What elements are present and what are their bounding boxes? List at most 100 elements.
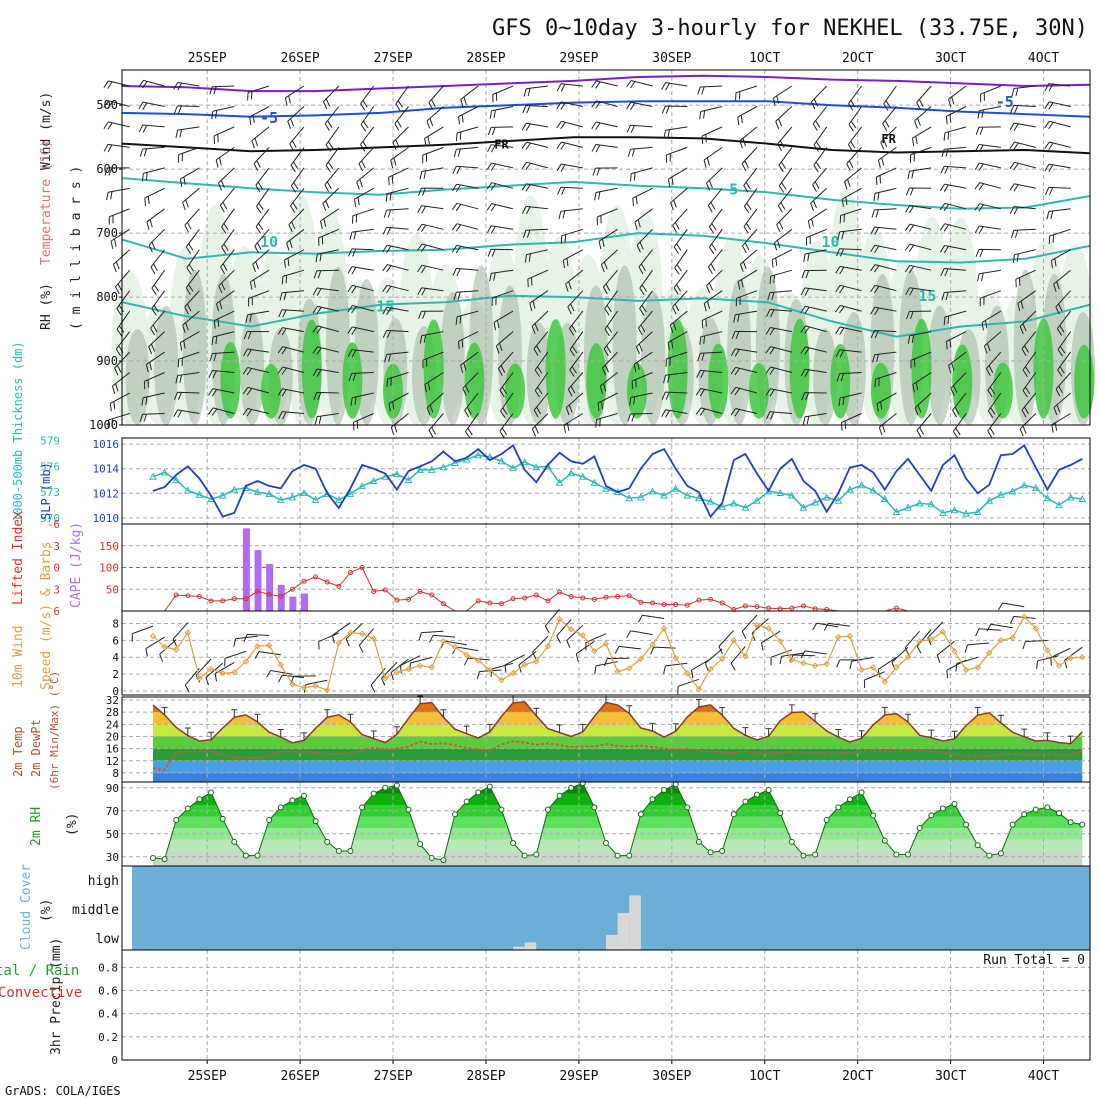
wind-marker-44 (660, 625, 668, 632)
thickness-marker-18 (358, 482, 366, 490)
upper-wind-barb-226 (557, 186, 583, 195)
wind-marker-38 (591, 648, 598, 655)
wind-marker-27 (463, 651, 470, 658)
rh-marker-45 (672, 781, 679, 788)
upper-wind-barb-29 (148, 331, 165, 355)
upper-wind-barb-57 (221, 208, 235, 234)
upper-wind-barb-48 (175, 372, 200, 384)
upper-wind-barb-148 (382, 329, 409, 339)
wind-ytick-2: 4 (112, 651, 119, 664)
upper-wind-barb-54 (215, 146, 235, 168)
upper-wind-barb-289 (697, 85, 723, 95)
upper-wind-barb-290 (699, 106, 723, 120)
upper-wind-barb-159 (417, 205, 444, 214)
upper-wind-barb-362 (841, 187, 862, 207)
upper-wind-barb-211 (522, 228, 548, 238)
upper-wind-barb-420 (945, 331, 967, 350)
upper-wind-barb-449 (1010, 228, 1036, 239)
rh-shade-green-3 (342, 342, 363, 419)
wind-barb-12 (266, 670, 293, 678)
upper-wind-barb-100 (277, 388, 305, 397)
rh-marker-46 (684, 804, 691, 811)
upper-wind-barb-402 (906, 310, 932, 320)
upper-wind-barb-359 (847, 126, 862, 152)
upper-wind-barb-194 (486, 225, 514, 234)
wind-barb-73 (975, 628, 1001, 637)
rh-marker-70 (963, 821, 970, 828)
rh-marker-79 (1067, 819, 1074, 826)
upper-wind-barb-86 (287, 106, 305, 129)
wind-barb-66 (904, 630, 920, 656)
upper-wind-barb-4 (104, 167, 130, 176)
rh-shade-green-14 (789, 318, 810, 419)
thickness-marker-16 (334, 495, 343, 503)
rh-marker-63 (881, 837, 888, 844)
upper-day-label-6: 1OCT (749, 51, 780, 66)
wind-marker-17 (347, 629, 354, 636)
upper-wind-barb-173 (453, 146, 479, 158)
upper-wind-barb-146 (382, 284, 409, 294)
wind-barb-25 (418, 630, 444, 641)
upper-wind-barb-374 (883, 85, 897, 111)
li-marker-32 (522, 595, 528, 601)
temp-minmax-71 (974, 707, 981, 716)
thickness-marker-60 (846, 485, 854, 493)
upper-wind-barb-44 (184, 290, 200, 315)
upper-wind-barb-136 (395, 85, 409, 111)
upper-wind-barb-104 (325, 126, 340, 152)
upper-wind-barb-233 (569, 331, 584, 357)
upper-wind-barb-328 (777, 187, 793, 213)
lifted-index-label: Lifted Index (11, 511, 26, 605)
upper-wind-barb-107 (322, 187, 340, 211)
upper-wind-barb-26 (151, 269, 166, 296)
upper-wind-barb-430 (974, 182, 1002, 191)
bottom-day-label-4: 29SEP (559, 1069, 598, 1084)
upper-wind-barb-67 (207, 407, 235, 416)
precip-legend-rain: tal / Rain (0, 963, 79, 979)
upper-wind-barb-259 (630, 167, 653, 182)
li-ytick-0: -6 (47, 518, 60, 531)
upper-wind-barb-306 (735, 85, 758, 101)
li-marker-64 (893, 605, 899, 611)
upper-wind-barb-401 (905, 287, 932, 296)
upper-wind-barb-245 (598, 228, 618, 250)
li-marker-38 (591, 596, 597, 602)
rh-marker-28 (475, 789, 482, 796)
wind-marker-36 (567, 626, 575, 633)
upper-wind-barb-443 (1010, 104, 1036, 114)
wind-marker-19 (370, 635, 377, 642)
isotherm-label-2: FR (494, 138, 509, 152)
wind-barb-60 (823, 622, 850, 631)
li-marker-46 (684, 602, 690, 608)
upper-wind-barb-385 (870, 306, 897, 316)
rh-marker-19 (370, 790, 377, 797)
li-marker-56 (800, 603, 806, 609)
rh-marker-6 (219, 815, 226, 822)
wind-marker-37 (579, 632, 586, 639)
rh-marker-43 (649, 796, 656, 803)
temp-band-6 (152, 701, 1083, 713)
rh-ytick-0: 90 (106, 782, 119, 795)
upper-wind-barb-203 (499, 413, 514, 439)
upper-wind-barb-209 (521, 183, 549, 192)
upper-wind-barb-227 (558, 208, 583, 220)
temp-ytick-6: 8 (112, 767, 119, 780)
thickness-marker-10 (265, 489, 273, 497)
rh-band-0 (152, 851, 1083, 866)
cloud-cover-panel: high middle low (72, 865, 1091, 951)
upper-wind-barb-395 (907, 167, 932, 180)
upper-wind-barb-274 (663, 126, 688, 139)
thickness-marker-57 (811, 498, 819, 506)
upper-wind-barb-281 (673, 269, 688, 295)
isotherm-label-7: 10 (822, 233, 840, 251)
rh-marker-58 (823, 816, 830, 823)
upper-wind-barb-55 (217, 167, 235, 191)
thickness-marker-49 (718, 502, 727, 510)
upper-wind-barb-217 (534, 351, 549, 377)
li-marker-30 (498, 601, 504, 607)
upper-wind-barb-393 (911, 126, 932, 147)
upper-wind-barb-298 (706, 269, 723, 294)
thickness-marker-47 (695, 494, 703, 502)
thickness-marker-43 (648, 487, 657, 495)
upper-wind-barb-376 (880, 126, 897, 150)
